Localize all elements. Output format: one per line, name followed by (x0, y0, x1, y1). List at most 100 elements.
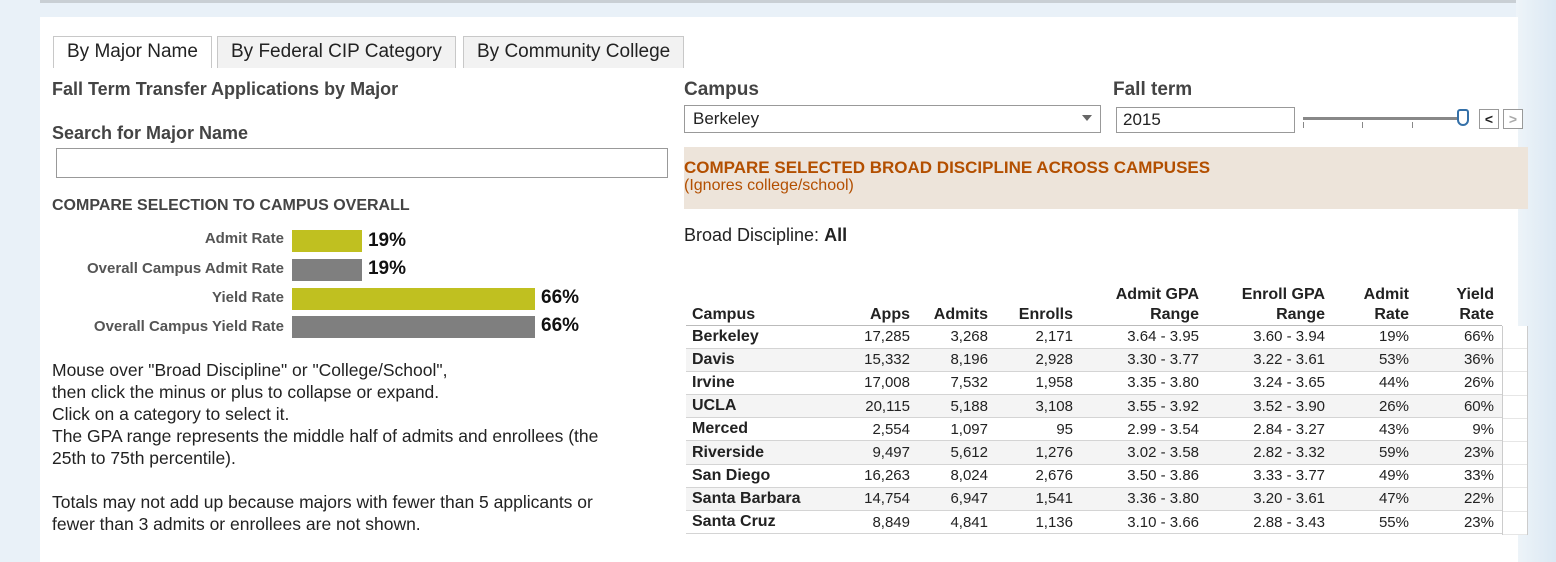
campus-cell: Davis (686, 348, 836, 372)
compare-subtitle: (Ignores college/school) (684, 177, 854, 194)
table-cell: 3.35 - 3.80 (1081, 371, 1207, 396)
top-divider (40, 0, 1516, 3)
help-line: 25th to 75th percentile). (52, 448, 236, 468)
column-header[interactable]: Yield Rate (1417, 283, 1502, 326)
column-header[interactable]: Admit Rate (1333, 283, 1417, 326)
table-cell: 47% (1333, 487, 1417, 512)
table-cell: 3.30 - 3.77 (1081, 348, 1207, 372)
table-cell: 49% (1333, 464, 1417, 488)
search-input[interactable] (56, 148, 668, 178)
table-cell: 3.24 - 3.65 (1207, 371, 1333, 396)
table-cell: 2,676 (996, 464, 1081, 488)
table-cell: 26% (1417, 371, 1502, 396)
table-cell: 2.88 - 3.43 (1207, 510, 1333, 535)
table-cell: 8,196 (918, 348, 996, 372)
help-line: then click the minus or plus to collapse… (52, 382, 440, 402)
bar-label: Overall Campus Yield Rate (93, 318, 284, 335)
column-header[interactable]: Admits (918, 283, 996, 326)
table-cell: 2.84 - 3.27 (1207, 417, 1333, 442)
column-header[interactable]: Apps (836, 283, 918, 326)
table-row[interactable]: Riverside 9,497 5,612 1,276 3.02 - 3.58 2.82 … (686, 440, 1502, 465)
term-field-value: 2015 (1123, 110, 1161, 129)
column-header[interactable]: Campus (686, 283, 836, 326)
chevron-down-icon[interactable] (1082, 115, 1092, 121)
previous-term-button[interactable]: < (1479, 109, 1499, 129)
table-cell: 53% (1333, 348, 1417, 372)
tab-by-major-name[interactable]: By Major Name (53, 36, 212, 68)
table-cell: 3.50 - 3.86 (1081, 464, 1207, 488)
table-row[interactable]: Santa Cruz 8,849 4,841 1,136 3.10 - 3.66 2.88… (686, 510, 1502, 535)
table-cell: 3,268 (918, 325, 996, 349)
compare-banner (684, 147, 1528, 209)
table-row[interactable]: Berkeley 17,285 3,268 2,171 3.64 - 3.95 3.60 … (686, 325, 1502, 349)
table-cell: 1,097 (918, 417, 996, 442)
slider-tick (1412, 122, 1413, 128)
table-cell: 1,276 (996, 440, 1081, 465)
campus-cell: UCLA (686, 394, 836, 419)
note-line: fewer than 3 admits or enrollees are not… (52, 514, 421, 534)
table-header-row: Campus Apps Admits Enrolls Admit GPA Rang… (686, 283, 1502, 326)
table-cell: 3.10 - 3.66 (1081, 510, 1207, 535)
table-cell: 2.99 - 3.54 (1081, 417, 1207, 442)
table-row[interactable]: Santa Barbara 14,754 6,947 1,541 3.36 - 3.80… (686, 487, 1502, 512)
table-cell: 2.82 - 3.32 (1207, 440, 1333, 465)
broad-discipline-label: Broad Discipline: (684, 225, 820, 245)
table-row[interactable]: Merced 2,554 1,097 95 2.99 - 3.54 2.84 - 3.27… (686, 417, 1502, 442)
help-line: Click on a category to select it. (52, 404, 290, 424)
table-row[interactable]: Davis 15,332 8,196 2,928 3.30 - 3.77 3.22 - 3… (686, 348, 1502, 372)
table-row[interactable]: Irvine 17,008 7,532 1,958 3.35 - 3.80 3.24 - … (686, 371, 1502, 396)
help-line: The GPA range represents the middle half… (52, 426, 599, 446)
broad-discipline-value[interactable]: All (824, 225, 848, 245)
table-cell: 14,754 (836, 487, 918, 512)
help-line: Mouse over "Broad Discipline" or "Colleg… (52, 360, 448, 380)
table-row[interactable]: UCLA 20,115 5,188 3,108 3.55 - 3.92 3.52 - 3.… (686, 394, 1502, 419)
bar-value: 19% (367, 258, 406, 279)
column-header[interactable]: Enrolls (996, 283, 1081, 326)
table-cell: 3.20 - 3.61 (1207, 487, 1333, 512)
row-action-column[interactable] (1502, 326, 1528, 535)
bar-label: Admit Rate (204, 230, 284, 247)
page-title: Fall Term Transfer Applications by Major (52, 79, 399, 99)
bar-value: 66% (541, 287, 580, 308)
search-label: Search for Major Name (52, 123, 249, 143)
table-cell: 23% (1417, 440, 1502, 465)
table-cell: 3.55 - 3.92 (1081, 394, 1207, 419)
slider-tick (1303, 122, 1304, 128)
campus-select-value: Berkeley (693, 109, 760, 128)
table-cell: 8,024 (918, 464, 996, 488)
campus-label: Campus (684, 79, 759, 100)
compare-title: COMPARE SELECTED BROAD DISCIPLINE ACROSS… (684, 158, 1211, 177)
term-field[interactable]: 2015 (1116, 107, 1295, 133)
table-cell: 44% (1333, 371, 1417, 396)
term-label: Fall term (1113, 79, 1193, 100)
table-row[interactable]: San Diego 16,263 8,024 2,676 3.50 - 3.86 3.33… (686, 464, 1502, 488)
broad-discipline-filter[interactable]: Broad Discipline: All (684, 225, 847, 246)
table-cell: 16,263 (836, 464, 918, 488)
overall-yield-rate-bar[interactable] (292, 316, 535, 338)
campus-cell: San Diego (686, 464, 836, 488)
table-cell: 5,188 (918, 394, 996, 419)
table-cell: 3.33 - 3.77 (1207, 464, 1333, 488)
table-cell: 36% (1417, 348, 1502, 372)
table-cell: 17,285 (836, 325, 918, 349)
next-term-button[interactable]: > (1503, 109, 1523, 129)
table-cell: 23% (1417, 510, 1502, 535)
note-line: Totals may not add up because majors wit… (52, 492, 593, 512)
campus-select[interactable]: Berkeley (684, 105, 1101, 133)
admit-rate-bar[interactable] (292, 230, 362, 252)
term-slider-handle[interactable] (1457, 109, 1469, 126)
table-cell: 2,554 (836, 417, 918, 442)
campus-cell: Santa Cruz (686, 510, 836, 535)
column-header[interactable]: Enroll GPA Range (1207, 283, 1333, 326)
tab-by-federal-cip-category[interactable]: By Federal CIP Category (217, 36, 456, 68)
table-cell: 1,541 (996, 487, 1081, 512)
table-cell: 20,115 (836, 394, 918, 419)
tab-by-community-college[interactable]: By Community College (463, 36, 685, 68)
yield-rate-bar[interactable] (292, 288, 535, 310)
overall-admit-rate-bar[interactable] (292, 259, 362, 281)
table-cell: 9,497 (836, 440, 918, 465)
column-header[interactable]: Admit GPA Range (1081, 283, 1207, 326)
table-cell: 3.36 - 3.80 (1081, 487, 1207, 512)
bar-value: 19% (367, 230, 406, 251)
term-slider-track[interactable] (1303, 117, 1463, 120)
